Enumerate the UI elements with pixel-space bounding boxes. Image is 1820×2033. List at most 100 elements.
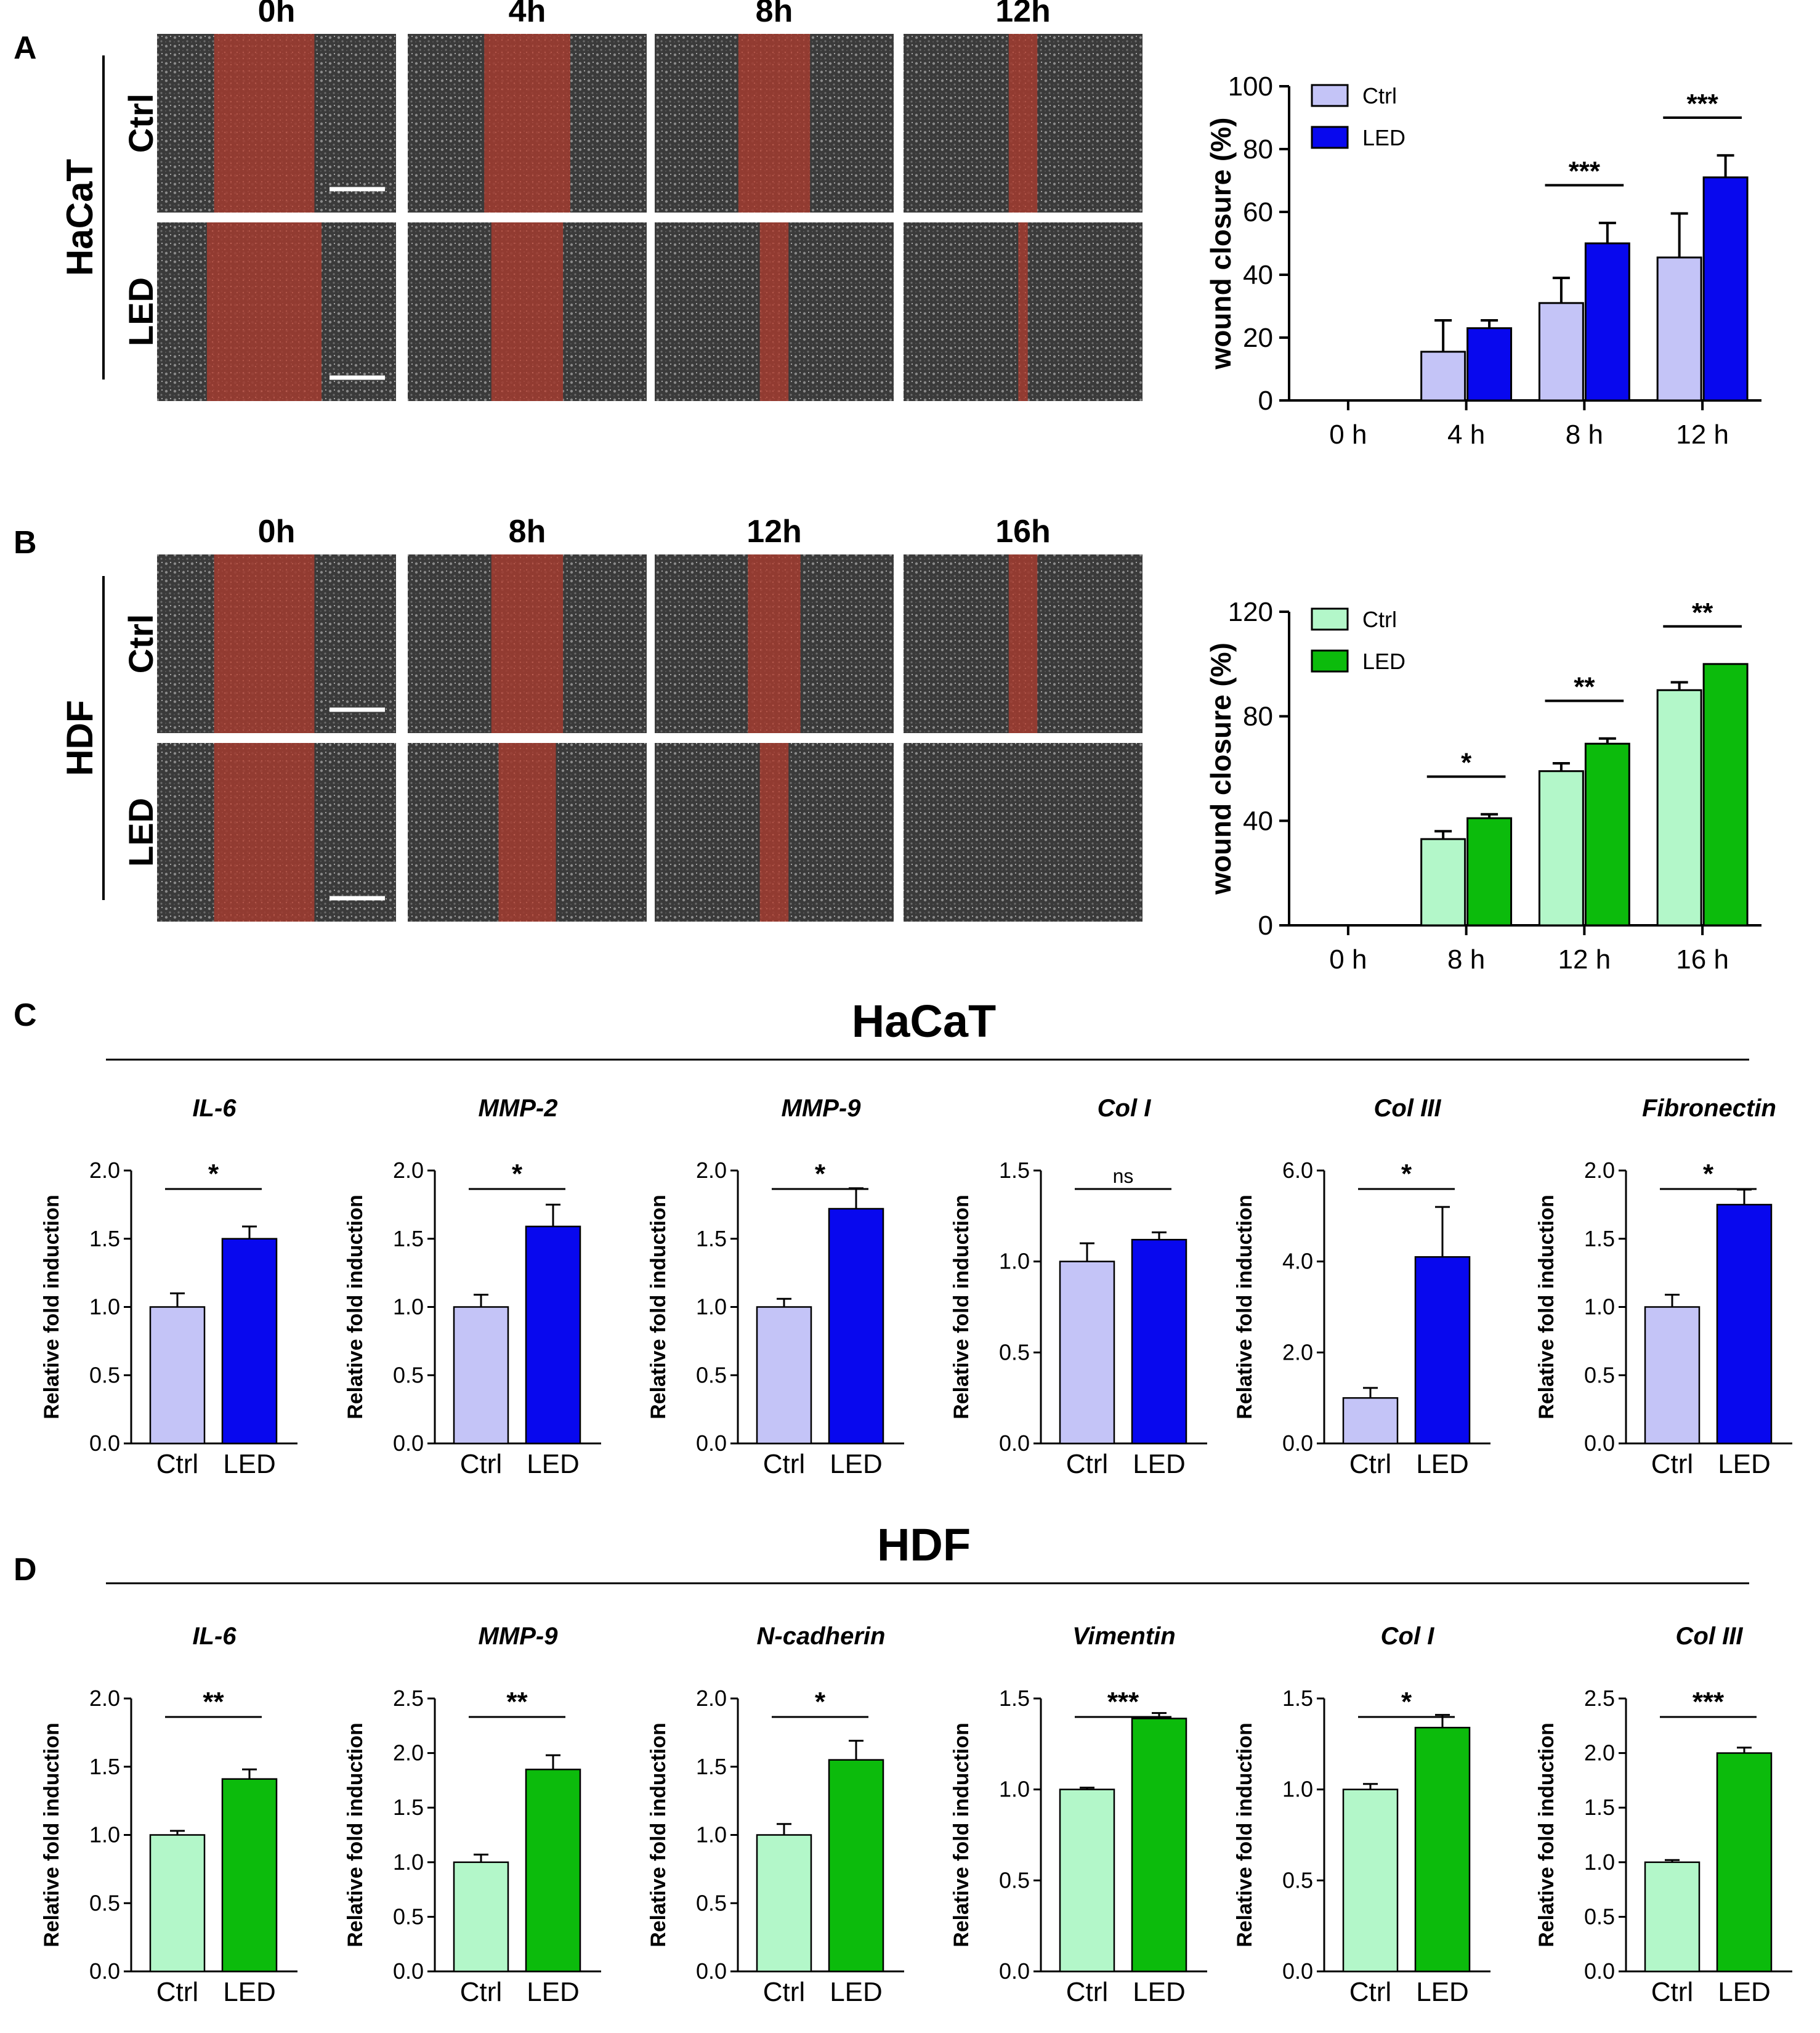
x-tick-label-led: LED xyxy=(830,1977,883,2007)
gene-chart-n-cadherin: N-cadherin 0.0 0.5 1.0 1.5 2.0 Relative fold i… xyxy=(647,1623,904,2007)
y-tick-label-0-5: 0.5 xyxy=(1584,1904,1615,1929)
y-tick-label-0-5: 0.5 xyxy=(393,1904,424,1929)
wound-area-led-0h xyxy=(206,222,322,401)
y-tick-label-0-0: 0.0 xyxy=(89,1958,120,1984)
y-tick-label-1-5: 1.5 xyxy=(89,1226,120,1251)
y-tick-label-0-5: 0.5 xyxy=(696,1890,727,1915)
y-axis-label: Relative fold induction xyxy=(1535,1195,1558,1419)
y-axis-label: Relative fold induction xyxy=(1233,1195,1256,1419)
y-axis-label: Relative fold induction xyxy=(344,1723,367,1947)
y-tick-label-1-5: 1.5 xyxy=(999,1686,1030,1711)
y-tick-label-80: 80 xyxy=(1243,134,1273,164)
gene-chart-il-6: IL-6 0.0 0.5 1.0 1.5 2.0 Relative fold inducti… xyxy=(40,1623,297,2007)
wound-area-led-0h xyxy=(214,743,315,922)
gene-chart-mmp-2: MMP-2 0.0 0.5 1.0 1.5 2.0 Relative fold induct… xyxy=(344,1095,601,1479)
y-tick-label-4-0: 4.0 xyxy=(1282,1249,1313,1274)
time-label-16h: 16h xyxy=(995,514,1051,550)
y-tick-label-40: 40 xyxy=(1243,260,1273,290)
legend-swatch-led xyxy=(1311,649,1349,673)
y-tick-label-0-5: 0.5 xyxy=(89,1890,120,1915)
bar-led xyxy=(1414,1256,1471,1445)
y-tick-label-2-0: 2.0 xyxy=(1282,1339,1313,1365)
gene-chart-col-iii: Col III 0.0 0.5 1.0 1.5 2.0 2.5 Relative fold i… xyxy=(1535,1623,1792,2007)
y-tick-label-2-0: 2.0 xyxy=(89,1158,120,1183)
gene-chart-col-iii: Col III 0.0 2.0 4.0 6.0 Relative fold inducti… xyxy=(1233,1095,1490,1479)
time-label-8h: 8h xyxy=(756,0,793,29)
significance-label: *** xyxy=(1569,156,1601,187)
gene-chart-col-i: Col I 0.0 0.5 1.0 1.5 Relative fold induction… xyxy=(950,1095,1207,1479)
x-tick-label-led: LED xyxy=(1416,1449,1469,1479)
gene-chart-mmp-9: MMP-9 0.0 0.5 1.0 1.5 2.0 2.5 Relative fold ind… xyxy=(344,1623,601,2007)
bar-led xyxy=(221,1238,278,1445)
bar-ctrl xyxy=(453,1306,509,1445)
y-tick-label-0-0: 0.0 xyxy=(393,1958,424,1984)
y-tick-label-1-0: 1.0 xyxy=(1584,1294,1615,1320)
y-axis-label: Relative fold induction xyxy=(40,1195,63,1419)
y-axis-label: Relative fold induction xyxy=(950,1723,973,1947)
bar-led xyxy=(828,1759,884,1973)
bar-led-12-h xyxy=(1702,176,1749,402)
bar-led-12-h xyxy=(1584,742,1630,927)
x-tick-label-ctrl: Ctrl xyxy=(1066,1449,1108,1479)
x-tick-label-ctrl: Ctrl xyxy=(763,1977,805,2007)
bar-led xyxy=(525,1768,581,1973)
y-axis-label: Relative fold induction xyxy=(647,1723,670,1947)
bar-ctrl xyxy=(1644,1306,1701,1445)
time-label-0h: 0h xyxy=(258,514,296,550)
legend-swatch-ctrl xyxy=(1311,84,1349,107)
y-tick-label-2-0: 2.0 xyxy=(696,1686,727,1711)
y-tick-label-2-0: 2.0 xyxy=(393,1740,424,1766)
bar-ctrl xyxy=(1342,1788,1399,1973)
x-tick-label-ctrl: Ctrl xyxy=(1651,1977,1693,2007)
y-tick-label-2-0: 2.0 xyxy=(696,1158,727,1183)
row-label-ctrl: Ctrl xyxy=(121,94,160,153)
gene-title: MMP-9 xyxy=(782,1095,862,1122)
y-tick-label-80: 80 xyxy=(1243,702,1273,732)
gene-chart-il-6: IL-6 0.0 0.5 1.0 1.5 2.0 Relative fold inducti… xyxy=(40,1095,297,1479)
bar-led xyxy=(221,1778,278,1973)
y-tick-label-1-5: 1.5 xyxy=(696,1754,727,1779)
y-tick-label-6-0: 6.0 xyxy=(1282,1158,1313,1183)
bar-ctrl xyxy=(1059,1260,1115,1445)
y-tick-label-0-0: 0.0 xyxy=(999,1958,1030,1984)
gene-title: Fibronectin xyxy=(1642,1095,1776,1122)
micrograph-grid-hacat: 0h 4h 8h 12h HaCaT Ctrl LED xyxy=(59,0,1143,401)
legend-swatch-ctrl xyxy=(1311,607,1349,631)
row-label-led: LED xyxy=(121,798,160,867)
y-tick-label-0-5: 0.5 xyxy=(1282,1867,1313,1893)
x-tick-label-0-h: 0 h xyxy=(1329,944,1367,975)
bar-ctrl-4-h xyxy=(1420,351,1466,402)
wound-closure-chart-hdf: 0 40 80 120 wound closure (%) 0 h 8 h * 12 h ** 16… xyxy=(1205,597,1761,975)
row-label-ctrl: Ctrl xyxy=(121,614,160,673)
gene-chart-fibronectin: Fibronectin 0.0 0.5 1.0 1.5 2.0 Relative fold … xyxy=(1535,1095,1792,1479)
legend-label-ctrl: Ctrl xyxy=(1362,607,1397,632)
bar-ctrl xyxy=(756,1834,812,1973)
bar-led xyxy=(1414,1727,1471,1973)
bar-ctrl xyxy=(756,1306,812,1445)
wound-area-ctrl-0h xyxy=(214,554,315,733)
y-axis-label: Relative fold induction xyxy=(647,1195,670,1419)
y-tick-label-0-5: 0.5 xyxy=(999,1339,1030,1365)
wound-closure-chart-hacat: 0 20 40 60 80 100 wound closure (%) 0 h 4 h 8 h **… xyxy=(1205,71,1761,450)
x-tick-label-ctrl: Ctrl xyxy=(156,1449,198,1479)
bar-ctrl xyxy=(1342,1397,1399,1445)
bar-ctrl-12-h xyxy=(1538,770,1584,927)
panel-letter-d: D xyxy=(14,1552,37,1588)
y-tick-label-0-0: 0.0 xyxy=(89,1430,120,1456)
x-tick-label-8-h: 8 h xyxy=(1447,944,1485,975)
y-tick-label-100: 100 xyxy=(1228,71,1273,102)
bar-ctrl-8-h xyxy=(1538,302,1584,402)
y-tick-label-0-5: 0.5 xyxy=(999,1867,1030,1893)
gene-title: Col III xyxy=(1374,1095,1442,1122)
y-tick-label-120: 120 xyxy=(1228,597,1273,627)
bar-ctrl xyxy=(1059,1788,1115,1973)
y-tick-label-0-5: 0.5 xyxy=(89,1362,120,1387)
y-tick-label-2-0: 2.0 xyxy=(1584,1740,1615,1766)
wound-area-ctrl-8h xyxy=(491,554,564,733)
y-tick-label-1-5: 1.5 xyxy=(999,1158,1030,1183)
bar-ctrl xyxy=(1644,1861,1701,1973)
y-tick-label-40: 40 xyxy=(1243,806,1273,836)
bar-ctrl xyxy=(453,1861,509,1973)
significance-label: ** xyxy=(1574,672,1595,702)
x-tick-label-ctrl: Ctrl xyxy=(460,1977,502,2007)
